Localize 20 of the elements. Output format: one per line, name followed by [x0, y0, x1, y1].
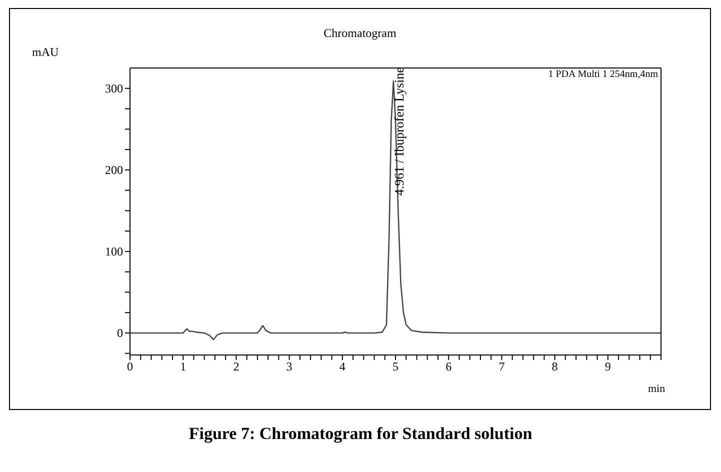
- y-tick-label: 0: [117, 326, 123, 340]
- y-tick-label: 200: [105, 163, 123, 178]
- x-tick-label: 0: [127, 360, 133, 374]
- annotation: 4.961 / Ibuprofen Lysine: [391, 66, 406, 196]
- x-axis-title: min: [648, 383, 666, 395]
- y-tick-label: 300: [105, 82, 123, 96]
- x-tick-label: 5: [392, 360, 398, 374]
- y-axis-title: mAU: [32, 45, 59, 60]
- annotation: 1 PDA Multi 1 254nm,4nm: [548, 69, 658, 80]
- y-tick-label: 100: [105, 244, 123, 259]
- x-tick-label: 3: [286, 360, 292, 374]
- x-tick-label: 1: [180, 360, 186, 374]
- x-tick-label: 9: [604, 360, 611, 374]
- x-tick-label: 6: [446, 360, 452, 374]
- caption: Figure 7: Chromatogram for Standard solution: [188, 424, 534, 444]
- x-tick-label: 7: [498, 360, 505, 374]
- x-tick-label: 2: [233, 360, 240, 374]
- x-tick-label: 4: [339, 360, 346, 374]
- x-tick-label: 8: [552, 360, 558, 374]
- chart-title: Chromatogram: [322, 26, 398, 41]
